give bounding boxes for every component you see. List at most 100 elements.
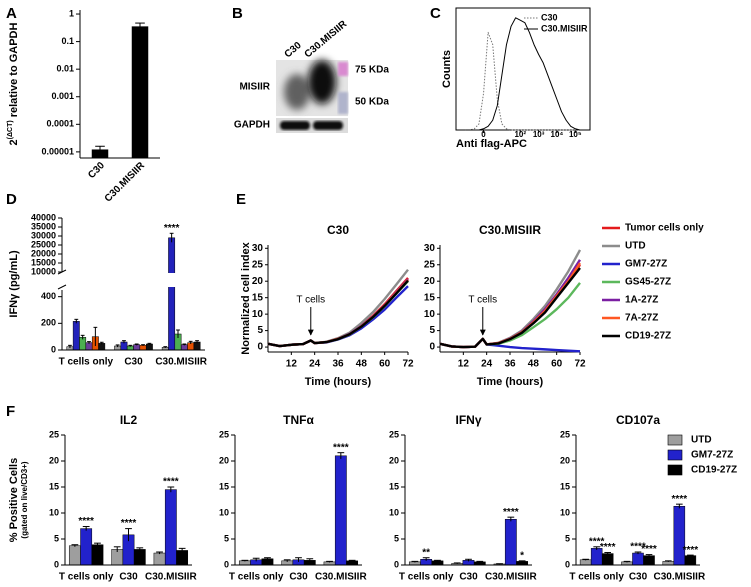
y-tick-label: 0.01 (56, 64, 74, 74)
panel-label: E (236, 191, 246, 208)
x-tick-label: 36 (504, 359, 516, 370)
y-tick-label: 10 (252, 309, 264, 320)
series-line (267, 279, 409, 348)
bar (643, 555, 655, 566)
significance: **** (163, 477, 179, 488)
panel-b: B C30 C30.MISIIR MISIIR GAPDH 75 KDa 50 … (232, 5, 389, 133)
error-bar (348, 559, 356, 562)
bar (238, 560, 251, 566)
y-tick-label: 25 (389, 429, 399, 439)
y-tick-label: 30 (424, 243, 436, 254)
y-tick-label: 0 (224, 559, 229, 569)
bar (153, 552, 166, 566)
y-tick-label: 5 (257, 325, 263, 336)
legend-swatch (667, 434, 683, 446)
x-tick-label: 0 (481, 130, 486, 139)
error-bar (125, 528, 132, 542)
error-bar (122, 340, 126, 344)
x-tick-label: T cells only (59, 357, 114, 368)
x-axis-label: Anti flag-APC (456, 138, 527, 150)
y-tick-label: 20 (219, 455, 229, 465)
bar (131, 26, 149, 159)
significance: **** (78, 516, 94, 527)
axis-break (57, 269, 67, 275)
error-bar (283, 559, 291, 562)
error-bar (113, 546, 121, 552)
panel-label: B (232, 5, 243, 22)
legend-label: CD19-27Z (625, 331, 671, 342)
blot-band (308, 60, 336, 104)
y-label-rest: relative to GAPDH (8, 22, 20, 117)
y-tick-label: 5 (54, 533, 59, 543)
lane-label: C30.MISIIR (303, 18, 350, 60)
x-tick-label: 60 (551, 359, 563, 370)
series-line (465, 31, 585, 131)
x-tick-label: C30 (629, 572, 648, 583)
error-bar (241, 559, 249, 562)
x-tick-label: 24 (309, 359, 321, 370)
error-bar (163, 346, 168, 348)
x-tick-label: C30.MISIIR (145, 572, 197, 583)
legend-label: 7A-27Z (625, 313, 658, 324)
significance: **** (683, 545, 699, 556)
y-tick-label: 15 (252, 292, 264, 303)
legend-swatch (667, 449, 683, 461)
annotation: T cells (296, 295, 325, 306)
error-bar (422, 557, 430, 561)
x-tick-label: C30 (86, 160, 107, 181)
error-bar (252, 557, 260, 562)
y-tick-label: 15 (560, 481, 570, 491)
legend-label: 1A-27Z (625, 295, 658, 306)
error-bar (74, 318, 79, 324)
x-tick-label: T cells only (399, 572, 454, 583)
error-bar (434, 559, 441, 562)
marker-band (338, 92, 348, 114)
bar (662, 561, 675, 566)
error-bar (134, 343, 139, 346)
y-axis-label: Normalized cell index (240, 241, 252, 354)
series-line (439, 259, 582, 349)
x-axis-label: Time (hours) (305, 376, 372, 388)
blot-band (313, 121, 343, 130)
x-tick-label: 72 (402, 359, 414, 370)
x-tick-label: 72 (574, 359, 586, 370)
x-tick-label: C30.MISIIR (103, 160, 148, 205)
panel-label: D (6, 191, 17, 208)
series-line (267, 278, 409, 348)
y-tick-label: 0 (257, 342, 263, 353)
y-axis-note: (gated on live/CD3+) (20, 461, 29, 538)
x-tick-label: 12 (458, 359, 470, 370)
y-tick-label: 1 (69, 8, 74, 18)
legend-swatch (667, 464, 683, 476)
bar (133, 344, 141, 351)
x-tick-label: 10² (514, 130, 526, 139)
error-bar (156, 551, 163, 555)
series-line (439, 262, 582, 349)
error-bar (178, 547, 186, 553)
error-bar (623, 560, 631, 563)
series-line (267, 277, 409, 348)
bar (579, 559, 592, 566)
blot-band (280, 121, 310, 130)
legend-label: Tumor cells only (625, 223, 704, 234)
error-bar (147, 342, 152, 345)
error-bar (87, 341, 91, 344)
error-bar (507, 516, 515, 522)
legend-label: GM7-27Z (691, 450, 733, 461)
significance: **** (672, 494, 688, 505)
legend-label: C30 (541, 12, 558, 22)
bar (601, 553, 614, 566)
chart-title: TNFα (283, 413, 314, 427)
y-tick-label: 25 (219, 429, 229, 439)
y-tick-label: 20000 (31, 248, 56, 258)
x-axis-label: Time (hours) (477, 376, 544, 388)
chart-title: CD107a (616, 413, 660, 427)
row-label: MISIIR (239, 82, 270, 93)
significance: **** (121, 518, 137, 529)
plot-frame (455, 7, 591, 131)
error-bar (604, 552, 611, 555)
error-bar (169, 232, 174, 243)
x-tick-label: 10⁴ (551, 130, 564, 139)
x-tick-label: 10³ (533, 130, 545, 139)
significance: **** (164, 223, 180, 234)
